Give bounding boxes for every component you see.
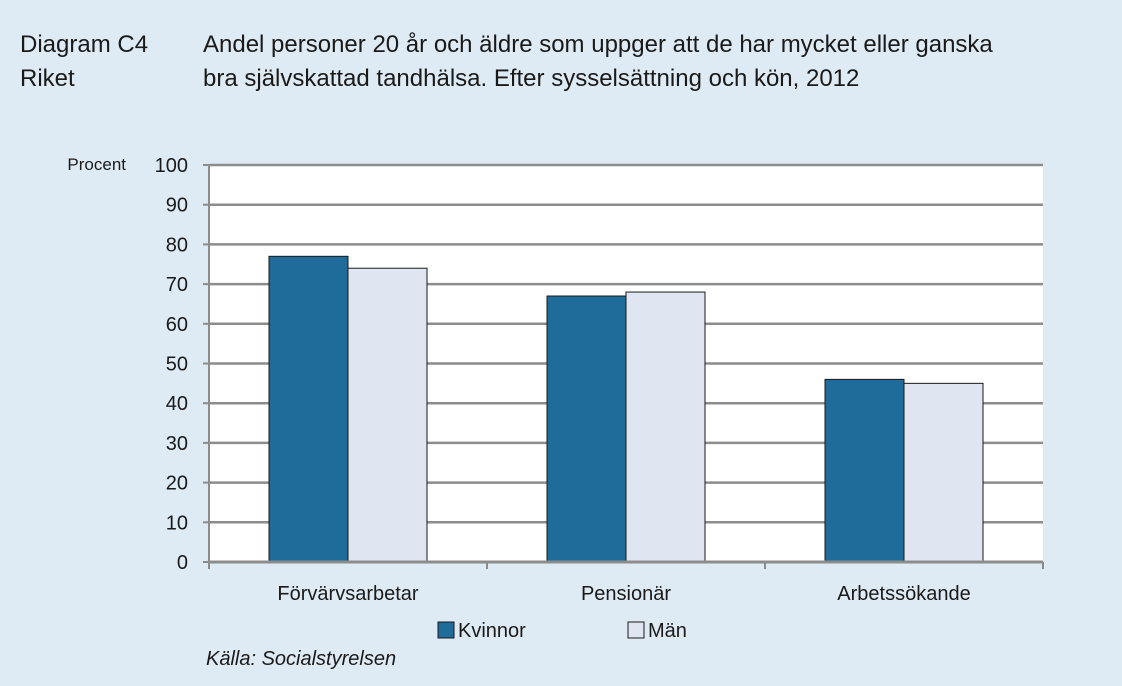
y-tick-label: 10 [166,512,188,534]
y-tick-label: 60 [166,314,188,336]
bar-man-1 [625,291,706,563]
x-tick-labels: Förvärvsarbetar Pensionär Arbetssökande [277,583,970,605]
diagram-id: Diagram C4 [20,31,149,58]
bar-kvinnor-1 [546,295,627,563]
bar-man-0 [347,267,428,563]
y-tick-label: 40 [166,393,188,415]
chart-title-line2: bra självskattad tandhälsa. Efter syssel… [203,65,860,92]
y-tick-label: 50 [166,354,188,376]
y-tick-label: 90 [166,195,188,217]
y-tick-label: 20 [166,473,188,495]
chart-title: Andel personer 20 år och äldre som uppge… [203,28,1103,96]
x-tick-label: Arbetssökande [837,583,970,605]
y-tick-label: 0 [177,552,188,574]
bar-kvinnor-0 [268,255,349,563]
legend-swatch-kvinnor [437,621,455,639]
legend-label-man: Män [648,620,687,642]
chart-title-line1: Andel personer 20 år och äldre som uppge… [203,31,993,58]
diagram-label: Diagram C4 Riket [20,28,148,96]
y-axis-label: Procent [67,155,126,174]
y-tick-labels: 0 10 20 30 40 50 60 70 80 90 100 [155,155,188,574]
legend-label-kvinnor: Kvinnor [458,620,526,642]
y-tick-label: 70 [166,274,188,296]
x-tick-label: Pensionär [581,583,671,605]
bar-man-2 [903,382,984,563]
diagram-region: Riket [20,65,75,92]
bar-kvinnor-2 [824,378,905,563]
legend-swatch-man [627,621,645,639]
axes [208,165,1044,569]
x-tick-label: Förvärvsarbetar [277,583,418,605]
y-tick-label: 80 [166,234,188,256]
legend: Kvinnor Män [437,620,687,642]
source-note: Källa: Socialstyrelsen [206,648,397,670]
bars [268,255,984,563]
y-tick-label: 30 [166,433,188,455]
y-tick-label: 100 [155,155,188,177]
